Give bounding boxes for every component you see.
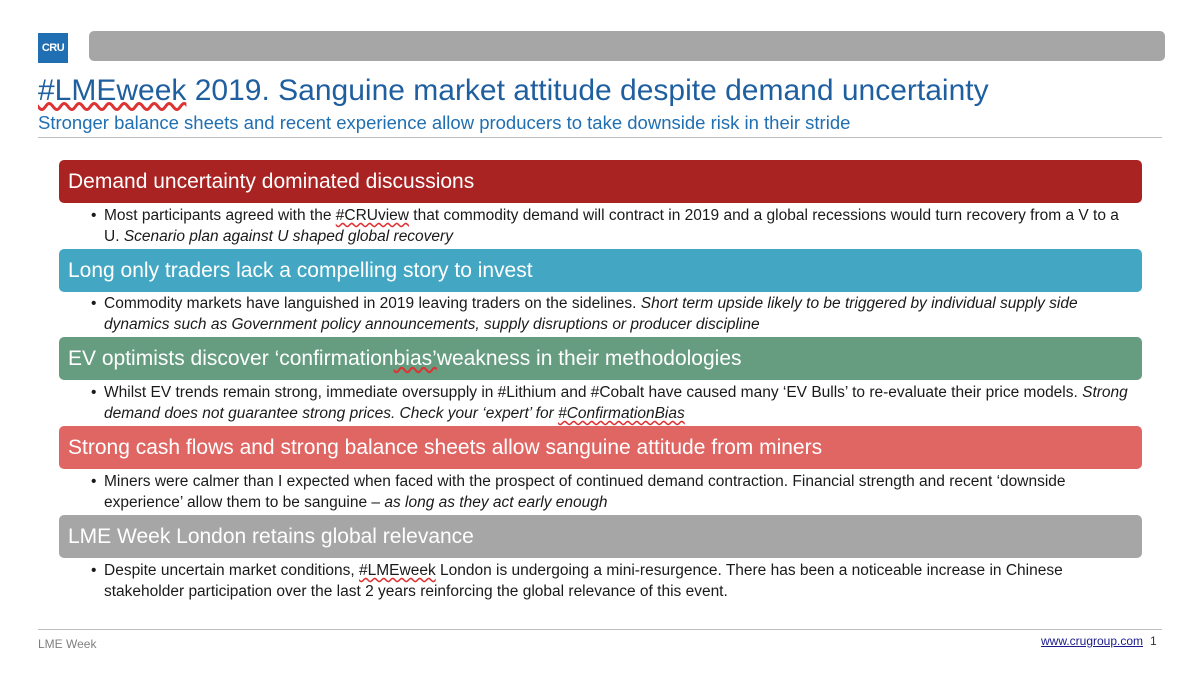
section-header-lme: LME Week London retains global relevance [59,515,1142,558]
top-banner-bar [89,31,1165,61]
bullet-marker: • [91,473,97,490]
title-hashtag: #LMEweek [38,74,187,107]
section-header-traders: Long only traders lack a compelling stor… [59,249,1142,292]
page-title: #LMEweek 2019. Sanguine market attitude … [38,74,989,108]
bullet-marker: • [91,207,97,224]
hashtag-confirmationbias: #ConfirmationBias [558,405,685,422]
section-bullet-traders: • Commodity markets have languished in 2… [91,295,1078,333]
footer-label: LME Week [38,637,97,651]
section-bullet-miners: • Miners were calmer than I expected whe… [91,473,1066,511]
bullet-marker: • [91,562,97,579]
section-header-demand: Demand uncertainty dominated discussions [59,160,1142,203]
website-link[interactable]: www.crugroup.com [1041,634,1144,648]
footer-divider [38,629,1162,630]
logo-text: CRU [41,42,65,54]
bullet-marker: • [91,384,97,401]
section-bullet-demand: • Most participants agreed with the #CRU… [91,207,1119,245]
page-number: 1 [1150,634,1157,648]
hashtag-cruview: #CRUview [335,207,409,224]
page-subtitle: Stronger balance sheets and recent exper… [38,112,851,133]
hashtag-lmeweek: #LMEweek [359,562,436,579]
section-bullet-lme: • Despite uncertain market conditions, #… [91,562,1063,600]
bullet-marker: • [91,295,97,312]
heading-bias-word: bias’ [393,346,437,370]
section-header-miners: Strong cash flows and strong balance she… [59,426,1142,469]
section-header-ev: EV optimists discover ‘confirmation bias… [59,337,1142,380]
cru-logo: CRU [38,33,68,63]
title-divider [38,137,1162,138]
section-bullet-ev: • Whilst EV trends remain strong, immedi… [91,384,1128,422]
title-text: 2019. Sanguine market attitude despite d… [186,74,989,107]
